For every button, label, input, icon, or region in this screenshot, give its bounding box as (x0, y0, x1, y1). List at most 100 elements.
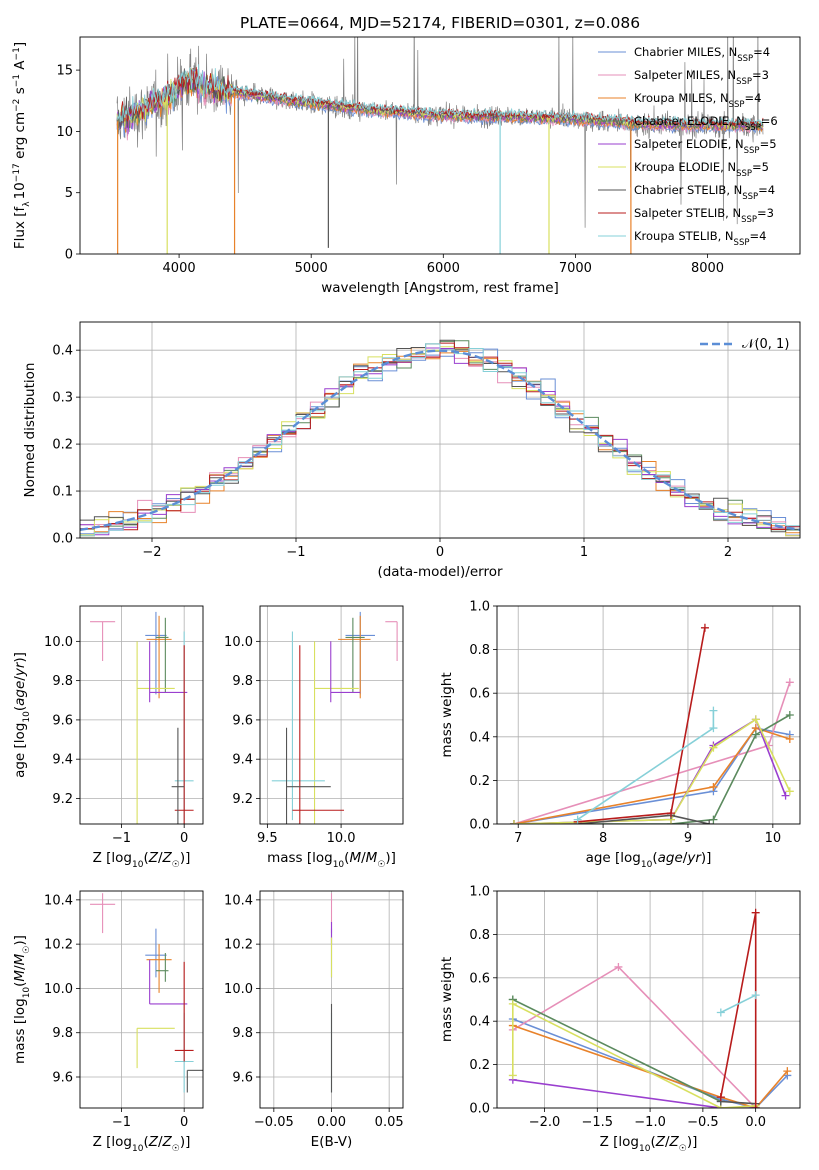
x-axis-label: Z [log10(Z/Z☉)] (93, 850, 191, 870)
spectrum-plot (116, 37, 764, 254)
legend-label: Salpeter STELIB, NSSP=3 (634, 206, 774, 225)
y-tick-label: 10.0 (44, 635, 73, 650)
x-axis-label: mass [log10(M/M☉)] (267, 850, 396, 870)
x-tick-label: 0.00 (317, 1115, 346, 1130)
spectrum-legend: Chabrier MILES, NSSP=4 Salpeter MILES, NS… (598, 45, 778, 248)
frame-weight_vs_age (496, 605, 801, 825)
x-axis-label: Z [log10(Z/Z☉)] (93, 1134, 191, 1154)
x-tick-label: 0 (180, 831, 188, 846)
weight-point-marker (709, 706, 718, 715)
frame-mass_vs_EBV (259, 890, 404, 1109)
y-tick-label: 1.0 (469, 885, 490, 900)
grid-weight_vs_Z (497, 890, 800, 1109)
x-tick-label: 4000 (163, 261, 196, 276)
legend-label: Salpeter ELODIE, NSSP=5 (634, 137, 777, 156)
y-tick-label: 9.8 (232, 1026, 253, 1041)
model-spectrum-line (116, 64, 764, 128)
model-spectrum-line (116, 67, 764, 128)
y-tick-label: 9.6 (52, 713, 73, 728)
y-axis-label: Normed distribution (22, 363, 38, 498)
legend-label: Kroupa MILES, NSSP=4 (634, 91, 761, 110)
x-tick-label: 0 (436, 545, 444, 560)
weight-point-marker (573, 815, 582, 824)
x-tick-label: 9.5 (257, 831, 278, 846)
grid-age_vs_mass (260, 606, 403, 824)
y-tick-label: 0.1 (52, 485, 73, 500)
y-tick-label: 9.8 (52, 674, 73, 689)
frame-weight_vs_Z (496, 890, 801, 1109)
errorbar-plot-mass_vs_Z (90, 893, 203, 1093)
frame-mass_vs_Z (79, 890, 204, 1109)
legend-label: Chabrier STELIB, NSSP=4 (634, 183, 775, 202)
y-tick-label: 15 (56, 64, 73, 79)
y-tick-label: 0.0 (469, 1102, 490, 1117)
weight-point-marker (709, 724, 718, 733)
legend-label: Salpeter MILES, NSSP=3 (634, 68, 769, 87)
weight-point-marker (783, 1067, 792, 1076)
weight-point-marker (716, 1093, 725, 1102)
x-tick-label: 2 (724, 545, 732, 560)
y-axis-label: mass weight (439, 957, 455, 1042)
x-tick-label: −1.0 (634, 1115, 666, 1130)
y-tick-label: 0.6 (469, 971, 490, 986)
y-tick-label: 0.4 (469, 730, 490, 745)
y-tick-label: 9.6 (232, 1071, 253, 1086)
x-tick-label: 0.05 (375, 1115, 404, 1130)
x-tick-label: 7000 (559, 261, 592, 276)
frame-residuals (79, 321, 801, 539)
weight-point-marker (781, 791, 790, 800)
residual-legend: 𝒩(0, 1) (700, 337, 789, 352)
weight-point-marker (709, 743, 718, 752)
y-tick-label: 10.2 (44, 938, 73, 953)
weight-point-marker (751, 908, 760, 917)
y-tick-label: 5 (65, 186, 73, 201)
weight-series-line (511, 1002, 756, 1108)
y-tick-label: 10 (56, 125, 73, 140)
x-tick-label: −0.05 (254, 1115, 294, 1130)
weight-series-line (512, 1018, 788, 1108)
x-tick-label: −1 (286, 545, 305, 560)
weight-series-line (512, 998, 722, 1103)
y-tick-label: 0.8 (469, 643, 490, 658)
weight-series-line (513, 718, 791, 824)
residual-plot (80, 339, 800, 537)
y-tick-label: 0.4 (52, 344, 73, 359)
y-tick-label: 0.2 (52, 438, 73, 453)
weight-point-marker (751, 730, 760, 739)
weight-series-line (512, 1079, 756, 1108)
x-tick-label: 5000 (295, 261, 328, 276)
y-tick-label: 9.4 (232, 753, 253, 768)
weight-point-marker (509, 820, 518, 824)
weight-point-marker (716, 1008, 725, 1017)
y-tick-label: 0.8 (469, 928, 490, 943)
x-tick-label: 0.0 (745, 1115, 766, 1130)
y-tick-label: 10.4 (44, 893, 73, 908)
y-tick-label: 9.6 (52, 1071, 73, 1086)
y-tick-label: 0.2 (469, 774, 490, 789)
weight-point-marker (785, 678, 794, 687)
x-tick-label: −2.0 (529, 1115, 561, 1130)
y-tick-label: 10.4 (224, 893, 253, 908)
x-tick-label: −1 (112, 831, 131, 846)
y-tick-label: 0.6 (469, 687, 490, 702)
x-axis-label: E(B-V) (311, 1134, 353, 1150)
weight-point-marker (705, 820, 714, 824)
axes-mass_vs_EBV: −0.05 0.00 0.05 9.6 9.8 10.0 10.2 10.4 (224, 891, 404, 1130)
y-tick-label: 10.0 (224, 982, 253, 997)
weight-point-marker (751, 1104, 760, 1108)
x-tick-label: 1 (580, 545, 588, 560)
y-tick-label: 0.3 (52, 391, 73, 406)
x-axis-label: wavelength [Angstrom, rest frame] (321, 280, 559, 296)
weight-point-marker (785, 711, 794, 719)
x-axis-label: (data-model)/error (377, 564, 503, 580)
y-tick-label: 9.8 (232, 674, 253, 689)
y-tick-label: 10.2 (224, 938, 253, 953)
y-tick-label: 0 (65, 248, 73, 263)
weight-point-marker (700, 623, 709, 632)
weight-series-line (720, 994, 757, 1014)
x-tick-label: 10.0 (327, 831, 356, 846)
weight-series-line (577, 710, 715, 821)
errorbar-plot-age_vs_Z (90, 611, 194, 824)
grid-weight_vs_age (497, 605, 800, 825)
